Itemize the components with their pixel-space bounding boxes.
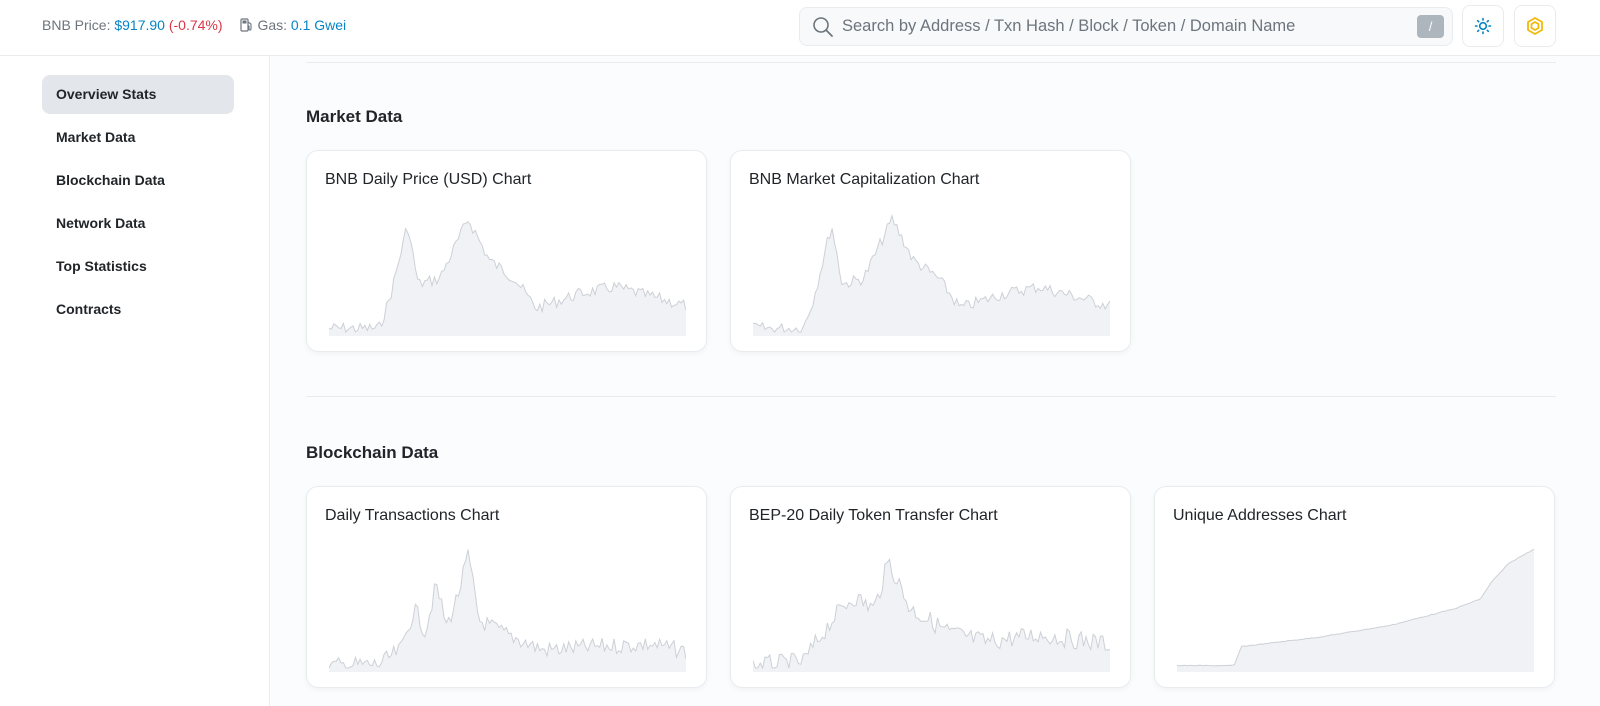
gas-value[interactable]: 0.1 Gwei xyxy=(290,17,347,33)
sparkline-line xyxy=(329,221,686,333)
search-shortcut-key: / xyxy=(1417,15,1444,38)
section-title-blockchain-data: Blockchain Data xyxy=(306,443,439,462)
gas-pump-icon xyxy=(240,18,252,32)
sidebar: Overview Stats Market Data Blockchain Da… xyxy=(0,56,270,706)
sparkline-area xyxy=(329,549,686,672)
price-info: BNB Price: $917.90 (-0.74%) Gas: 0.1 Gwe… xyxy=(42,17,346,33)
network-switch-button[interactable] xyxy=(1514,5,1556,47)
chart-card-unique-addresses[interactable]: Unique Addresses Chart xyxy=(1154,486,1555,688)
bnb-price-change: (-0.74%) xyxy=(168,17,223,33)
divider xyxy=(306,62,1556,63)
sidebar-item-overview-stats[interactable]: Overview Stats xyxy=(42,75,234,114)
sidebar-item-market-data[interactable]: Market Data xyxy=(56,129,136,145)
chart-card-bnb-market-cap[interactable]: BNB Market Capitalization Chart xyxy=(730,150,1131,352)
sidebar-item-contracts[interactable]: Contracts xyxy=(56,301,122,317)
sidebar-item-top-statistics[interactable]: Top Statistics xyxy=(56,258,147,274)
sparkline-line xyxy=(329,549,686,669)
bnb-price-value[interactable]: $917.90 xyxy=(114,17,165,33)
chart-card-daily-transactions[interactable]: Daily Transactions Chart xyxy=(306,486,707,688)
search-icon xyxy=(813,17,833,37)
section-title-market-data: Market Data xyxy=(306,107,403,126)
theme-toggle-button[interactable] xyxy=(1462,5,1504,47)
gas-label: Gas: xyxy=(257,17,288,33)
chart-card-title: BNB Market Capitalization Chart xyxy=(749,171,980,188)
sparkline-area xyxy=(753,559,1110,672)
search-input[interactable] xyxy=(842,8,1402,45)
bnb-price-label: BNB Price: xyxy=(42,17,111,33)
chart-card-title: Unique Addresses Chart xyxy=(1173,507,1347,524)
gas-info: Gas: 0.1 Gwei xyxy=(240,17,346,33)
sparkline-chart xyxy=(1177,548,1534,672)
bnb-logo-icon xyxy=(1527,17,1543,35)
sidebar-item-network-data[interactable]: Network Data xyxy=(56,215,146,231)
sparkline-area xyxy=(1177,549,1534,672)
chart-card-title: BEP-20 Daily Token Transfer Chart xyxy=(749,507,998,524)
chart-card-title: Daily Transactions Chart xyxy=(325,507,500,524)
sparkline-chart xyxy=(753,558,1110,672)
sparkline-line xyxy=(1177,548,1534,667)
sparkline-chart xyxy=(753,213,1110,336)
search-bar[interactable]: / xyxy=(799,7,1453,46)
top-bar: BNB Price: $917.90 (-0.74%) Gas: 0.1 Gwe… xyxy=(0,0,1600,56)
chart-card-bep20-token-transfer[interactable]: BEP-20 Daily Token Transfer Chart xyxy=(730,486,1131,688)
sparkline-chart xyxy=(329,221,686,336)
sun-icon xyxy=(1474,17,1492,35)
sparkline-line xyxy=(753,213,1110,333)
sparkline-line xyxy=(753,558,1110,670)
main-content: Market Data BNB Daily Price (USD) Chart … xyxy=(271,56,1600,706)
sidebar-item-blockchain-data[interactable]: Blockchain Data xyxy=(56,172,165,188)
sparkline-chart xyxy=(329,549,686,672)
chart-card-title: BNB Daily Price (USD) Chart xyxy=(325,171,532,188)
sparkline-area xyxy=(753,215,1110,336)
divider xyxy=(306,396,1556,397)
chart-card-bnb-daily-price[interactable]: BNB Daily Price (USD) Chart xyxy=(306,150,707,352)
